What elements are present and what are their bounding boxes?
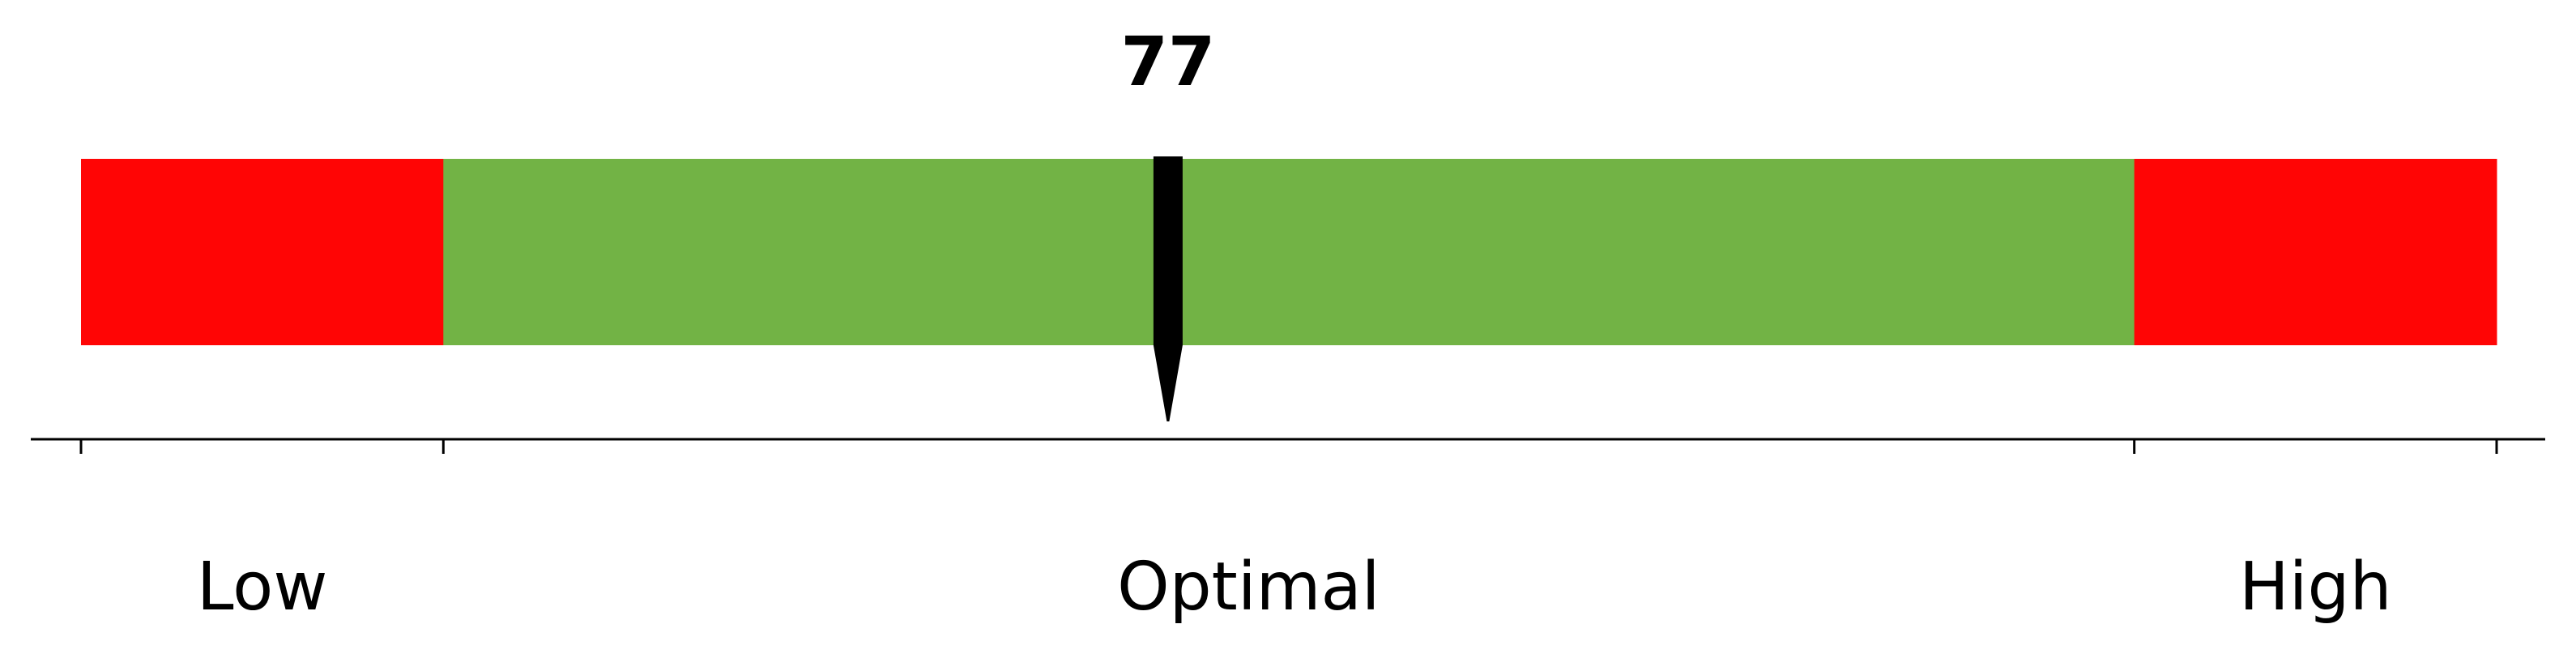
zone-bar-high: [2134, 159, 2497, 345]
zone-label-optimal: Optimal: [1117, 549, 1380, 626]
zone-bar-optimal: [443, 159, 2135, 345]
zone-label-high: High: [2239, 549, 2391, 626]
value-marker: [1153, 156, 1183, 421]
zone-labels: Low Optimal High: [197, 549, 2392, 626]
value-marker-needle: [1153, 156, 1183, 421]
zone-bars: [81, 159, 2497, 345]
zone-label-low: Low: [197, 549, 327, 626]
zone-bar-low: [81, 159, 444, 345]
x-axis-ticks: [79, 439, 2498, 454]
value-label: 77: [1120, 22, 1215, 101]
